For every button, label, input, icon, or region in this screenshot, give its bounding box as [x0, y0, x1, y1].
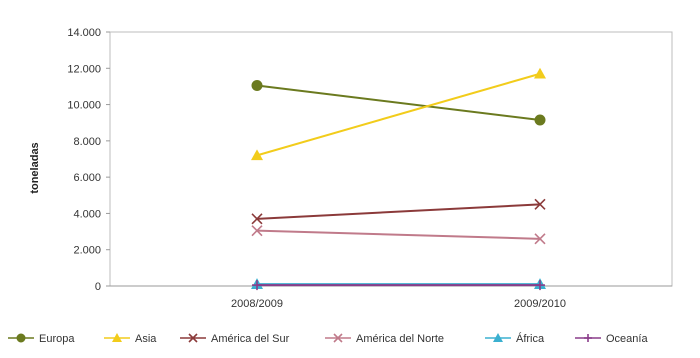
- series-line-america-del-sur: [256, 203, 541, 220]
- y-tick-label: 10.000: [67, 100, 101, 112]
- y-tick-label: 0: [95, 281, 101, 293]
- series-line-europa: [256, 84, 541, 121]
- series-oceania: [252, 280, 545, 291]
- y-tick-label: 14.000: [67, 27, 101, 39]
- legend-marker: [16, 333, 26, 343]
- legend-marker: [493, 333, 503, 342]
- data-point-america-del-norte: [534, 233, 546, 245]
- data-point-asia: [534, 67, 546, 79]
- y-tick-label: 8.000: [73, 136, 101, 148]
- legend-label: Europa: [39, 333, 75, 345]
- data-point-europa: [534, 114, 546, 126]
- series-line-america-del-norte: [256, 229, 541, 240]
- series-line-asia: [256, 72, 541, 157]
- y-tick-label: 4.000: [73, 208, 101, 220]
- legend-item-europa: Europa: [8, 333, 75, 345]
- legend-item-asia: Asia: [104, 333, 157, 345]
- series-america-del-sur: [251, 198, 546, 225]
- legend-marker: [584, 334, 592, 342]
- legend-label: Asia: [135, 333, 157, 345]
- data-point-america-del-sur: [534, 198, 546, 210]
- y-tick-label: 12.000: [67, 63, 101, 75]
- legend-label: América del Norte: [356, 333, 444, 345]
- x-tick-label: 2009/2010: [514, 298, 566, 310]
- data-point-america-del-sur: [251, 213, 263, 225]
- series-europa: [251, 80, 546, 126]
- data-point-america-del-norte: [251, 225, 263, 237]
- legend-label: América del Sur: [211, 333, 290, 345]
- legend-label: Oceanía: [606, 333, 648, 345]
- data-point-oceania: [535, 280, 545, 291]
- y-tick-label: 2.000: [73, 245, 101, 257]
- data-point-oceania: [252, 280, 262, 291]
- legend-marker: [112, 333, 122, 342]
- series-asia: [251, 67, 546, 161]
- series-africa: [251, 278, 546, 289]
- y-axis-title: toneladas: [29, 142, 41, 193]
- y-tick-label: 6.000: [73, 172, 101, 184]
- legend-item-oceania: Oceanía: [575, 333, 648, 345]
- series-america-del-norte: [251, 225, 546, 245]
- legend-item-america-del-sur: América del Sur: [180, 333, 290, 345]
- data-point-asia: [251, 149, 263, 161]
- x-tick-label: 2008/2009: [231, 298, 283, 310]
- plot-area: [109, 31, 673, 287]
- data-point-europa: [251, 80, 263, 92]
- legend-item-america-del-norte: América del Norte: [325, 333, 444, 345]
- legend-marker: [333, 333, 343, 343]
- legend-marker: [188, 333, 198, 343]
- legend-item-africa: África: [485, 332, 545, 345]
- legend-label: África: [516, 332, 545, 345]
